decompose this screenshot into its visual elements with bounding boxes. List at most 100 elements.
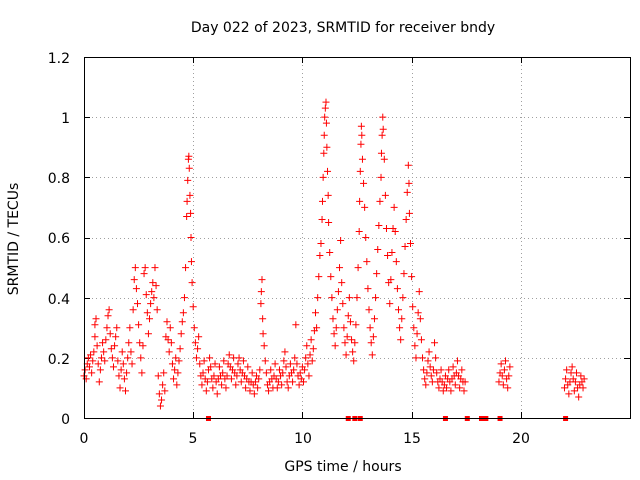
data-point [85, 363, 93, 371]
data-point [340, 324, 348, 332]
data-point [398, 315, 406, 323]
data-point [322, 119, 330, 127]
data-point [456, 384, 464, 392]
data-point [293, 360, 301, 368]
data-point [349, 348, 357, 356]
data-point [187, 209, 195, 217]
data-point [117, 366, 125, 374]
data-point [281, 348, 289, 356]
data-point [504, 384, 512, 392]
data-point [308, 357, 316, 365]
data-point [166, 324, 174, 332]
data-point [368, 351, 376, 359]
data-point [502, 357, 510, 365]
data-point [291, 354, 299, 362]
data-point [203, 378, 211, 386]
data-point [237, 378, 245, 386]
data-point [274, 378, 282, 386]
data-point [164, 336, 172, 344]
data-point [259, 330, 267, 338]
y-tick-label: 0.2 [48, 352, 70, 368]
data-point [100, 348, 108, 356]
data-point [354, 264, 362, 272]
data-point [146, 315, 154, 323]
data-point [399, 294, 407, 302]
data-point [174, 369, 182, 377]
data-point [351, 339, 359, 347]
data-point [346, 318, 354, 326]
data-point [106, 330, 114, 338]
data-point [223, 372, 231, 380]
data-point [103, 324, 111, 332]
data-point [139, 342, 147, 350]
data-point [357, 140, 365, 148]
data-point [189, 303, 197, 311]
data-point [498, 372, 506, 380]
data-point [366, 324, 374, 332]
data-point [306, 351, 314, 359]
data-point [420, 366, 428, 374]
data-point [234, 360, 242, 368]
data-point [358, 155, 366, 163]
data-point [254, 384, 262, 392]
data-point [134, 300, 142, 308]
data-point [250, 390, 258, 398]
data-point [246, 387, 254, 395]
data-point [341, 339, 349, 347]
data-point [350, 357, 358, 365]
data-point [99, 339, 107, 347]
data-point [192, 354, 200, 362]
data-point [304, 360, 312, 368]
data-point [330, 330, 338, 338]
data-point [155, 390, 163, 398]
data-point [159, 381, 167, 389]
data-point [200, 357, 208, 365]
data-point [433, 369, 441, 377]
data-point [81, 366, 89, 374]
data-point [170, 375, 178, 383]
data-point [388, 249, 396, 257]
data-point [426, 363, 434, 371]
data-point [506, 363, 514, 371]
data-point [417, 336, 425, 344]
data-point [232, 381, 240, 389]
data-point [256, 366, 264, 374]
data-points [80, 98, 588, 421]
data-point [380, 155, 388, 163]
data-point [377, 173, 385, 181]
data-point [396, 324, 404, 332]
data-point [374, 246, 382, 254]
data-point [356, 197, 364, 205]
data-point [316, 252, 324, 260]
data-point [108, 354, 116, 362]
data-point [163, 318, 171, 326]
data-point [220, 357, 228, 365]
data-point [407, 240, 415, 248]
data-point [357, 122, 365, 130]
data-point [290, 366, 298, 374]
data-point [107, 345, 115, 353]
data-point [352, 321, 360, 329]
data-point [124, 354, 132, 362]
data-point [360, 179, 368, 187]
data-point [403, 188, 411, 196]
data-point [165, 348, 173, 356]
y-axis-label: SRMTID / TECUs [6, 183, 22, 296]
data-point [257, 288, 265, 296]
data-point [412, 354, 420, 362]
data-point [104, 312, 112, 320]
data-point [132, 285, 140, 293]
data-point [423, 369, 431, 377]
chart-title: Day 022 of 2023, SRMTID for receiver bnd… [191, 20, 495, 36]
data-point [186, 191, 194, 199]
data-point [168, 360, 176, 368]
data-point [180, 294, 188, 302]
data-point [248, 369, 256, 377]
data-point [267, 366, 275, 374]
data-point [185, 152, 193, 160]
data-point [109, 363, 117, 371]
data-point [379, 125, 387, 133]
data-point [90, 348, 98, 356]
data-point [432, 354, 440, 362]
data-point [130, 276, 138, 284]
